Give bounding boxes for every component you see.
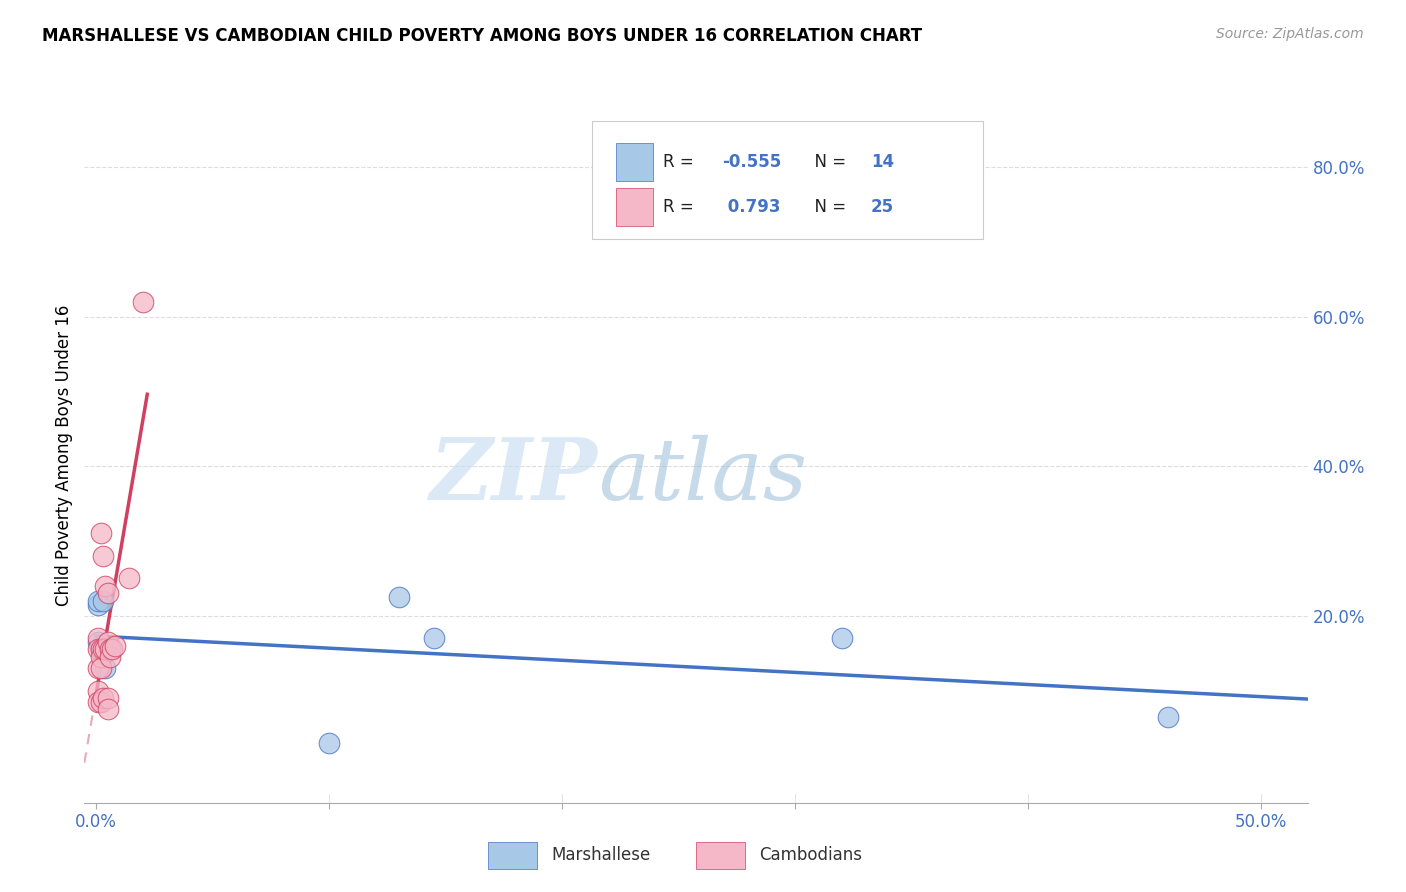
- Point: [90, 642, 112, 657]
- Point: [87, 594, 110, 608]
- Point: [91, 594, 114, 608]
- Point: [423, 631, 446, 645]
- Point: [98, 642, 121, 657]
- Point: [104, 639, 127, 653]
- Point: [318, 736, 340, 750]
- FancyBboxPatch shape: [696, 842, 745, 869]
- Point: [90, 642, 112, 657]
- Point: [97, 635, 120, 649]
- Point: [91, 549, 114, 563]
- Point: [90, 695, 112, 709]
- Point: [94, 642, 117, 657]
- Text: N =: N =: [804, 198, 851, 216]
- Text: MARSHALLESE VS CAMBODIAN CHILD POVERTY AMONG BOYS UNDER 16 CORRELATION CHART: MARSHALLESE VS CAMBODIAN CHILD POVERTY A…: [42, 27, 922, 45]
- Point: [87, 695, 110, 709]
- Point: [97, 702, 120, 716]
- Y-axis label: Child Poverty Among Boys Under 16: Child Poverty Among Boys Under 16: [55, 304, 73, 606]
- Point: [94, 661, 117, 675]
- Point: [87, 661, 110, 675]
- Point: [87, 642, 110, 657]
- Point: [117, 571, 139, 585]
- Text: 25: 25: [870, 198, 894, 216]
- FancyBboxPatch shape: [616, 143, 654, 181]
- Point: [87, 631, 110, 645]
- Text: R =: R =: [664, 153, 699, 171]
- Point: [388, 590, 411, 604]
- Point: [131, 294, 153, 309]
- Text: Marshallese: Marshallese: [551, 846, 651, 864]
- Point: [94, 642, 117, 657]
- Point: [1157, 710, 1180, 724]
- Point: [87, 598, 110, 612]
- FancyBboxPatch shape: [592, 121, 983, 239]
- Point: [831, 631, 853, 645]
- Point: [91, 691, 114, 706]
- Text: 14: 14: [870, 153, 894, 171]
- Text: Cambodians: Cambodians: [759, 846, 862, 864]
- Point: [94, 579, 117, 593]
- Point: [101, 642, 124, 657]
- Point: [90, 642, 112, 657]
- Point: [90, 661, 112, 675]
- Point: [90, 649, 112, 664]
- Text: 0.793: 0.793: [721, 198, 780, 216]
- Point: [97, 586, 120, 600]
- Point: [91, 642, 114, 657]
- Text: -0.555: -0.555: [721, 153, 780, 171]
- FancyBboxPatch shape: [616, 187, 654, 226]
- Point: [90, 526, 112, 541]
- FancyBboxPatch shape: [488, 842, 537, 869]
- Point: [91, 642, 114, 657]
- Text: R =: R =: [664, 198, 699, 216]
- Point: [98, 649, 121, 664]
- Text: Source: ZipAtlas.com: Source: ZipAtlas.com: [1216, 27, 1364, 41]
- Text: N =: N =: [804, 153, 851, 171]
- Point: [97, 691, 120, 706]
- Text: atlas: atlas: [598, 434, 807, 517]
- Point: [87, 683, 110, 698]
- Point: [87, 635, 110, 649]
- Text: ZIP: ZIP: [430, 434, 598, 517]
